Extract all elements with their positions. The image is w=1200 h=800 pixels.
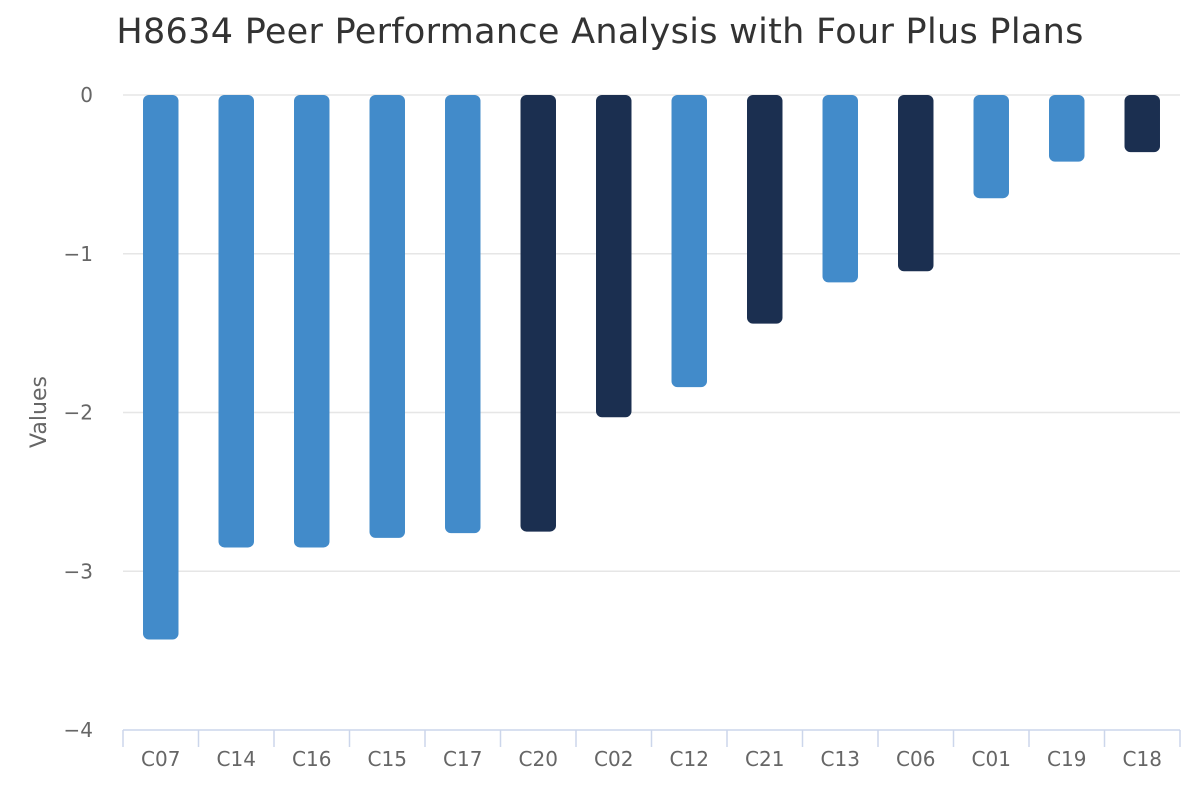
bar-c21	[747, 95, 783, 324]
bar-c07	[143, 95, 179, 640]
x-tick-label: C01	[972, 747, 1011, 771]
y-tick-label: −3	[64, 559, 93, 583]
x-tick-label: C15	[368, 747, 407, 771]
x-tick-label: C21	[745, 747, 784, 771]
y-tick-label: 0	[80, 83, 93, 107]
gridlines	[123, 94, 1180, 572]
bar-c20	[520, 95, 556, 532]
bar-c16	[294, 95, 330, 548]
x-tick-label: C18	[1123, 747, 1162, 771]
x-tick-label: C19	[1047, 747, 1086, 771]
x-tick-label: C17	[443, 747, 482, 771]
bar-c15	[369, 95, 405, 538]
bar-c01	[973, 95, 1009, 199]
x-tick-label: C16	[292, 747, 331, 771]
bar-c14	[218, 95, 254, 548]
x-axis-ticks: C07 C14 C16 C15 C17 C20 C02 C12 C21 C13 C06 C01 C19 C…	[141, 747, 1162, 771]
bar-c06	[898, 95, 934, 272]
bar-c13	[822, 95, 858, 283]
x-tick-label: C06	[896, 747, 935, 771]
y-axis-ticks: 0 −1 −2 −3 −4	[64, 83, 93, 742]
x-tick-label: C20	[519, 747, 558, 771]
x-tick-label: C12	[670, 747, 709, 771]
y-tick-label: −2	[64, 401, 93, 425]
y-axis-title: Values	[27, 376, 52, 448]
bar-c02	[596, 95, 632, 418]
bar-c19	[1049, 95, 1085, 162]
bar-c18	[1124, 95, 1160, 153]
y-tick-label: −1	[64, 242, 93, 266]
chart-title: H8634 Peer Performance Analysis with Fou…	[116, 12, 1084, 52]
bar-c12	[671, 95, 707, 388]
x-axis	[122, 729, 1181, 747]
y-tick-label: −4	[64, 718, 93, 742]
bar-c17	[445, 95, 481, 534]
x-tick-label: C07	[141, 747, 180, 771]
bars	[143, 95, 1160, 640]
x-tick-label: C02	[594, 747, 633, 771]
x-tick-label: C13	[821, 747, 860, 771]
x-tick-label: C14	[217, 747, 256, 771]
